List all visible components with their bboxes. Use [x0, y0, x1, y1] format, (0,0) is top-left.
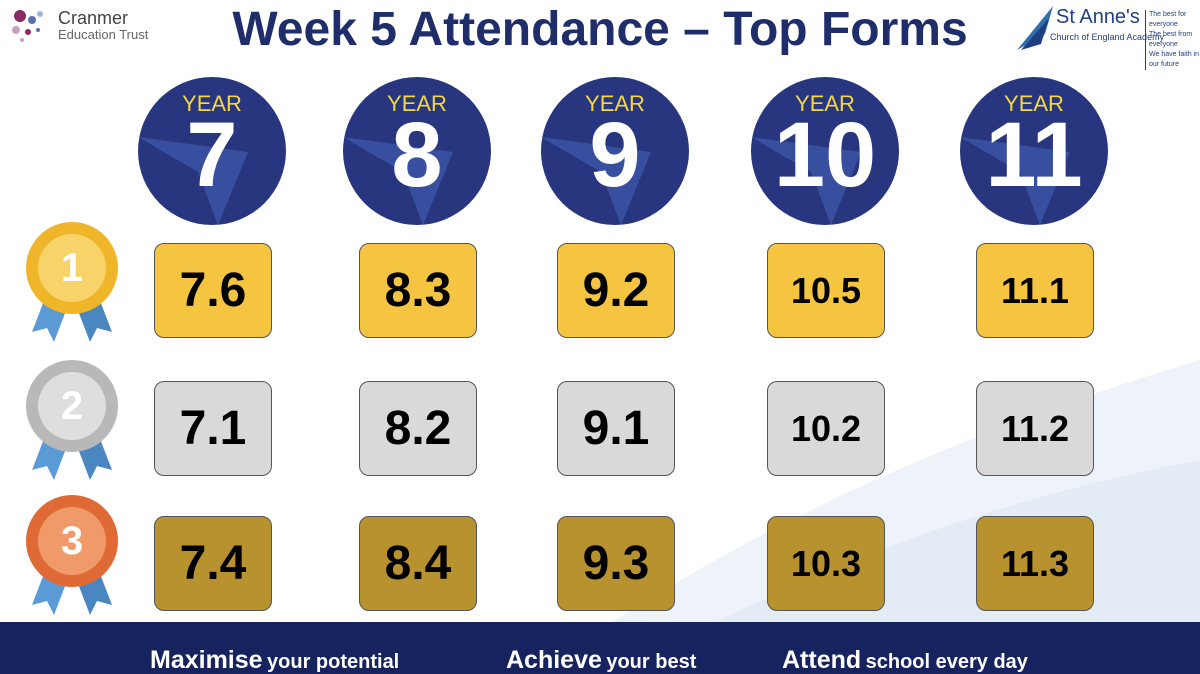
- year-number: 8: [391, 104, 443, 206]
- form-box: 9.3: [557, 516, 675, 611]
- slogan-strong: Attend: [782, 646, 862, 674]
- left-logo-subtitle: Education Trust: [58, 27, 149, 42]
- year-label: YEAR: [182, 91, 242, 116]
- slogan-rest: school every day: [865, 651, 1028, 673]
- year-number: 9: [589, 104, 641, 206]
- form-box: 7.1: [154, 381, 272, 476]
- tagline: We have faith in our future: [1149, 51, 1200, 68]
- form-box: 9.1: [557, 381, 675, 476]
- form-box: 7.6: [154, 243, 272, 338]
- tagline: The best from everyone: [1149, 31, 1193, 48]
- medal-icon: [26, 360, 118, 480]
- year-number: 11: [985, 104, 1083, 206]
- year-label: YEAR: [795, 91, 855, 116]
- year-label: YEAR: [585, 91, 645, 116]
- year-badge: YEAR 9: [541, 77, 689, 225]
- form-box: 10.3: [767, 516, 885, 611]
- medal-place: 2: [60, 384, 84, 428]
- medal: 2: [22, 358, 122, 498]
- footer-slogan: Maximise your potential: [150, 646, 399, 674]
- medal-place: 3: [60, 519, 84, 563]
- badge-star: [751, 137, 861, 225]
- form-box: 11.3: [976, 516, 1094, 611]
- form-box: 10.2: [767, 381, 885, 476]
- cranmer-logo-mark: [12, 10, 43, 42]
- year-badge: YEAR 11: [960, 77, 1108, 225]
- year-number: 7: [186, 104, 238, 206]
- form-box: 10.5: [767, 243, 885, 338]
- right-logo-subtitle: Church of England Academy: [1050, 32, 1165, 42]
- slogan-rest: your best: [606, 651, 697, 673]
- year-number: 10: [773, 104, 877, 206]
- tagline: The best for everyone: [1149, 11, 1187, 28]
- medal-icon: [26, 495, 118, 615]
- year-badge: YEAR 8: [343, 77, 491, 225]
- footer-slogan: Achieve your best: [506, 646, 696, 674]
- badge-star: [541, 137, 651, 225]
- badge-star: [138, 137, 248, 225]
- form-box: 8.4: [359, 516, 477, 611]
- medal-icon: [26, 222, 118, 342]
- form-box: 9.2: [557, 243, 675, 338]
- form-box: 11.1: [976, 243, 1094, 338]
- slogan-strong: Maximise: [150, 646, 263, 674]
- medal-place: 1: [60, 246, 84, 290]
- title: Week 5 Attendance – Top Forms: [232, 3, 968, 56]
- right-logo-name: St Anne's: [1056, 6, 1140, 28]
- footer-band: [0, 622, 1200, 674]
- medal: 3: [22, 493, 122, 633]
- left-logo-name: Cranmer: [58, 8, 129, 28]
- slogan-rest: your potential: [267, 651, 400, 673]
- taglines: The best for everyone The best from every…: [1145, 10, 1200, 70]
- medal: 1: [22, 220, 122, 360]
- year-label: YEAR: [387, 91, 447, 116]
- badge-star: [960, 137, 1070, 225]
- st-annes-logo-mark: [1017, 6, 1053, 50]
- year-badge: YEAR 7: [138, 77, 286, 225]
- footer-slogan: Attend school every day: [782, 646, 1028, 674]
- form-box: 8.2: [359, 381, 477, 476]
- year-label: YEAR: [1004, 91, 1064, 116]
- slogan-strong: Achieve: [506, 646, 602, 674]
- badge-star: [343, 137, 453, 225]
- year-badge: YEAR 10: [751, 77, 899, 225]
- form-box: 8.3: [359, 243, 477, 338]
- form-box: 7.4: [154, 516, 272, 611]
- form-box: 11.2: [976, 381, 1094, 476]
